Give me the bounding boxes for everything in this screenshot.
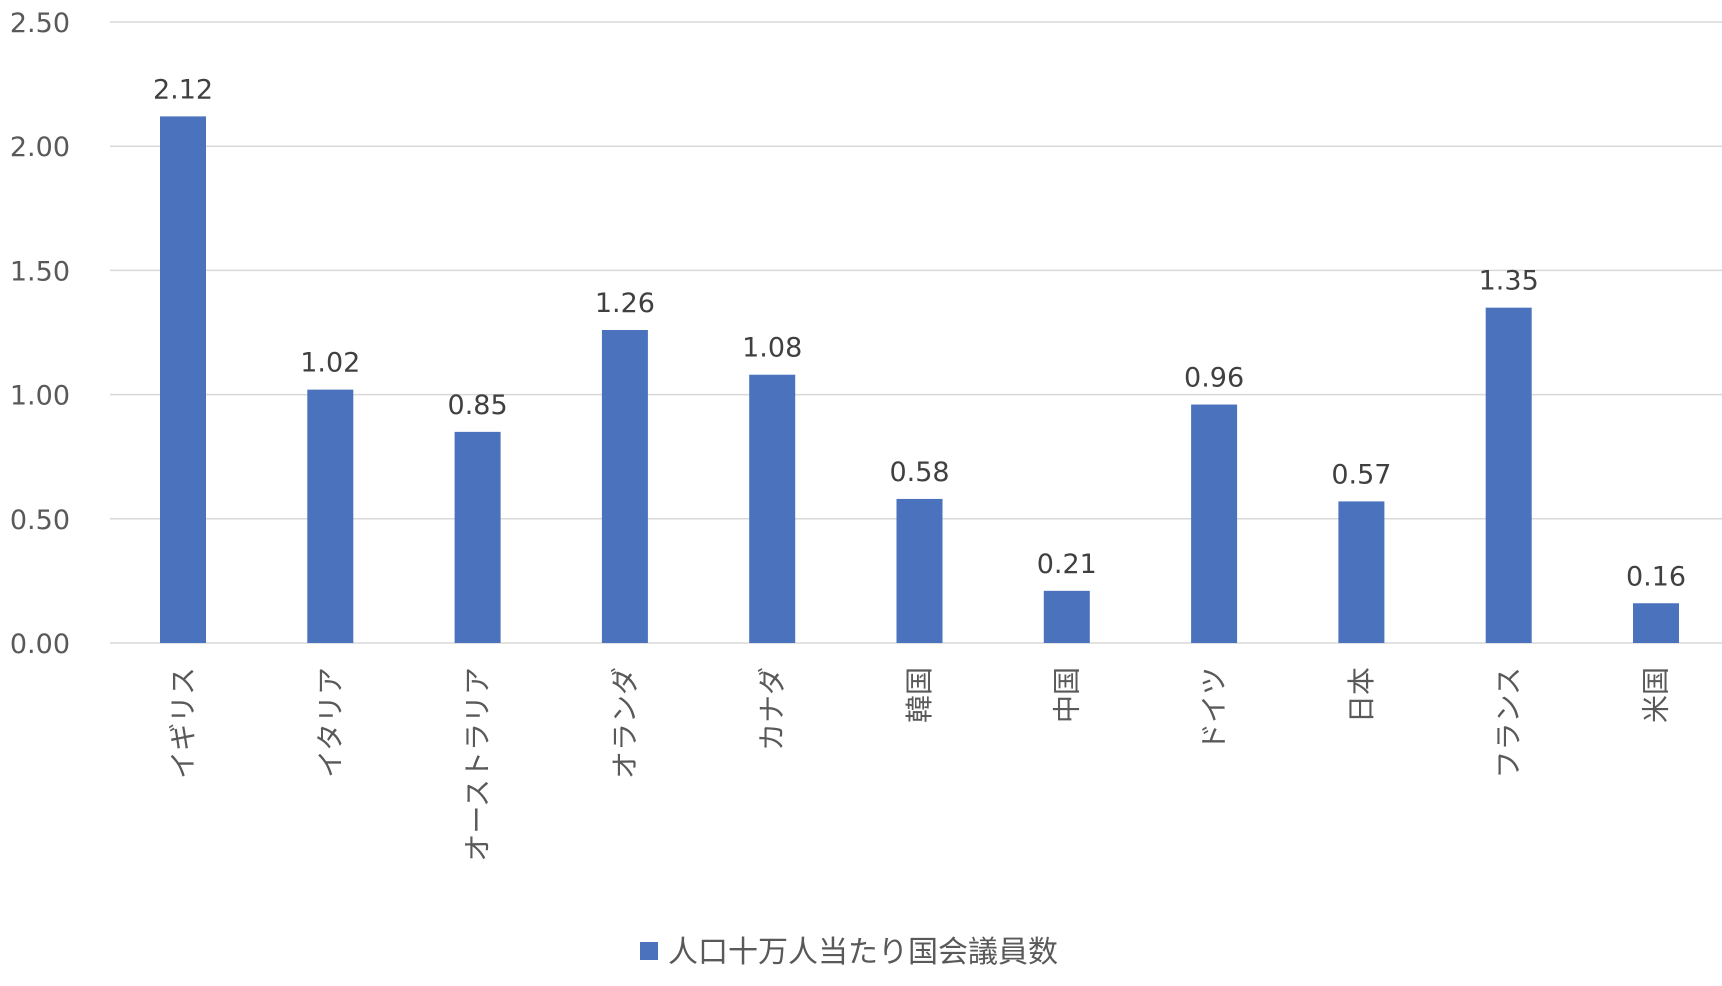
data-label: 0.57 [1331, 459, 1391, 490]
y-axis-tick-labels: 0.00 0.50 1.00 1.50 2.00 2.50 [10, 8, 70, 660]
bars [160, 116, 1679, 644]
data-labels: 2.12 1.02 0.85 1.26 1.08 0.58 0.21 0.96 0.57 1.35… [153, 74, 1686, 592]
category-label: 米国 [1640, 667, 1673, 723]
legend-label: 人口十万人当たり国会議員数 [668, 935, 1058, 970]
y-tick-label: 0.00 [10, 629, 70, 660]
data-label: 2.12 [153, 74, 213, 105]
category-label: 韓国 [903, 667, 936, 723]
bar [1338, 501, 1385, 643]
data-label: 1.26 [595, 288, 655, 319]
bar [1043, 590, 1090, 643]
data-label: 1.35 [1479, 266, 1539, 297]
category-label: イタリア [314, 667, 347, 778]
category-label: 日本 [1345, 667, 1378, 723]
category-label: フランス [1492, 667, 1525, 778]
legend: 人口十万人当たり国会議員数 [640, 935, 1058, 970]
bar [749, 374, 796, 643]
data-label: 1.02 [300, 348, 360, 379]
bar [601, 330, 648, 643]
data-label: 0.85 [448, 390, 508, 421]
category-label: 中国 [1050, 667, 1083, 723]
category-labels: イギリス イタリア オーストラリア オランダ カナダ 韓国 中国 ドイツ 日本 フランス 米国 [167, 667, 1673, 862]
category-label: イギリス [167, 667, 200, 779]
bar [1191, 404, 1238, 643]
legend-swatch [640, 942, 658, 960]
category-label: オーストラリア [461, 667, 494, 862]
data-label: 1.08 [742, 333, 802, 364]
data-label: 0.21 [1037, 549, 1097, 580]
category-label: カナダ [756, 667, 789, 751]
bar [307, 389, 354, 643]
bar [1633, 603, 1679, 643]
gridlines [110, 21, 1722, 644]
bar [896, 498, 943, 643]
y-tick-label: 2.50 [10, 8, 70, 39]
y-tick-label: 1.50 [10, 256, 70, 287]
y-tick-label: 1.00 [10, 381, 70, 412]
category-label: ドイツ [1198, 667, 1231, 751]
bar [160, 116, 206, 644]
data-label: 0.96 [1184, 363, 1244, 394]
y-tick-label: 2.00 [10, 132, 70, 163]
bar [454, 431, 501, 643]
data-label: 0.58 [889, 457, 949, 488]
category-label: オランダ [608, 667, 641, 779]
data-label: 0.16 [1626, 561, 1686, 592]
y-tick-label: 0.50 [10, 505, 70, 536]
bar [1485, 307, 1532, 643]
